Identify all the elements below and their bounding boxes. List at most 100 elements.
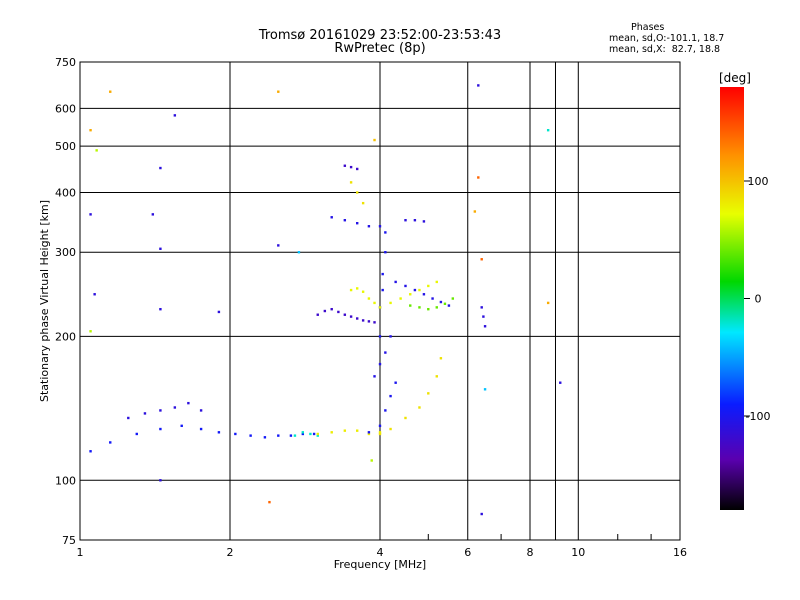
scatter-point [477, 84, 480, 87]
plot-frame [79, 61, 681, 541]
trace-point [418, 406, 421, 409]
colorbar-tick-label: -100 [746, 410, 771, 423]
scatter-point [109, 90, 112, 93]
trace-point [378, 432, 382, 436]
trace-point [159, 409, 162, 412]
scatter-point [159, 479, 162, 482]
trace-point [384, 351, 387, 354]
scatter-point [473, 210, 477, 213]
colorbar-ticks: 100 0 -100 [744, 175, 770, 423]
x-tick-label: 10 [571, 546, 585, 559]
x-tick-label: 16 [673, 546, 687, 559]
y-tick-label: 75 [62, 534, 76, 547]
scatter-point [89, 128, 92, 132]
x-tick-label: 8 [527, 546, 534, 559]
trace-point [384, 231, 387, 234]
trace-point [435, 280, 438, 284]
trace-point [349, 165, 353, 169]
trace-point [399, 297, 402, 300]
trace-point [293, 434, 297, 437]
scatter-point [373, 138, 376, 142]
trace-point [180, 424, 183, 428]
trace-point [443, 302, 447, 305]
scatter-point [546, 301, 550, 305]
y-tick-label: 100 [55, 474, 76, 487]
trace-point [355, 287, 359, 290]
trace-point [384, 251, 387, 254]
trace-point [427, 392, 430, 395]
trace-point [355, 191, 359, 194]
colorbar-unit: [deg] [719, 71, 751, 85]
trace-point [289, 434, 293, 437]
scatter-point [480, 258, 483, 261]
trace-point [312, 432, 316, 436]
y-axis-label: Stationary phase Virtual Height [km] [38, 200, 51, 402]
x-axis-label: Frequency [MHz] [334, 558, 426, 571]
scatter-point [277, 244, 280, 247]
x-tick-label: 1 [77, 546, 84, 559]
trace-point [263, 436, 267, 439]
scatter-point [89, 330, 92, 333]
trace-point [418, 306, 421, 309]
trace-point [301, 432, 305, 436]
trace-point [378, 306, 382, 309]
trace-point [109, 441, 112, 444]
scatter-point [151, 213, 155, 216]
trace-point [404, 219, 407, 222]
trace-point [409, 304, 412, 307]
trace-point [480, 306, 483, 309]
colorbar-tick-label: 0 [755, 293, 762, 306]
trace-point [413, 219, 417, 222]
trace-point [435, 375, 438, 378]
scatter-point [483, 388, 487, 391]
trace-point [349, 288, 353, 292]
trace-point [378, 335, 382, 338]
trace-point [89, 450, 92, 453]
colorbar-tick-label: 100 [748, 175, 769, 188]
tick-labels: 1 2 4 6 8 10 16 75 100 200 300 400 500 600 750 [55, 56, 687, 559]
trace-point [451, 297, 455, 300]
trace-point [367, 225, 371, 228]
y-tick-label: 300 [55, 246, 76, 259]
trace-point [394, 381, 397, 384]
y-tick-label: 500 [55, 140, 76, 153]
trace-point [378, 225, 382, 228]
trace-point [343, 429, 347, 432]
trace-point [482, 315, 485, 318]
trace-point [394, 280, 397, 284]
y-tick-label: 400 [55, 186, 76, 199]
trace-point [234, 432, 237, 436]
trace-point [367, 432, 371, 436]
trace-point [409, 293, 412, 296]
trace-point [431, 297, 434, 300]
y-tick-label: 200 [55, 330, 76, 343]
scatter-point [159, 247, 162, 250]
trace-point [330, 216, 333, 219]
grid [80, 62, 680, 540]
trace-point [349, 181, 353, 184]
trace-point [277, 434, 280, 437]
trace-point [143, 412, 147, 415]
trace-point [355, 317, 359, 320]
trace-point [367, 297, 371, 300]
trace-point [427, 284, 430, 288]
x-tick-label: 4 [377, 546, 384, 559]
trace-point [199, 427, 203, 431]
phase-stats-x: mean, sd,X: 82.7, 18.8 [609, 44, 721, 55]
trace-point [316, 432, 319, 436]
scatter-point [477, 176, 480, 179]
trace-point [330, 431, 333, 434]
trace-point [173, 406, 177, 409]
chart-title: Tromsø 20161029 23:52:00-23:53:43 [258, 28, 502, 43]
trace-point [439, 300, 443, 304]
trace-point [249, 434, 252, 437]
trace-point [343, 164, 347, 167]
trace-point [349, 315, 353, 318]
trace-point [373, 375, 376, 378]
trace-point [373, 321, 376, 324]
trace-point [389, 427, 392, 431]
trace-point [361, 319, 365, 322]
trace-point [404, 284, 407, 288]
trace-point [343, 219, 347, 222]
scatter-point [268, 500, 271, 504]
